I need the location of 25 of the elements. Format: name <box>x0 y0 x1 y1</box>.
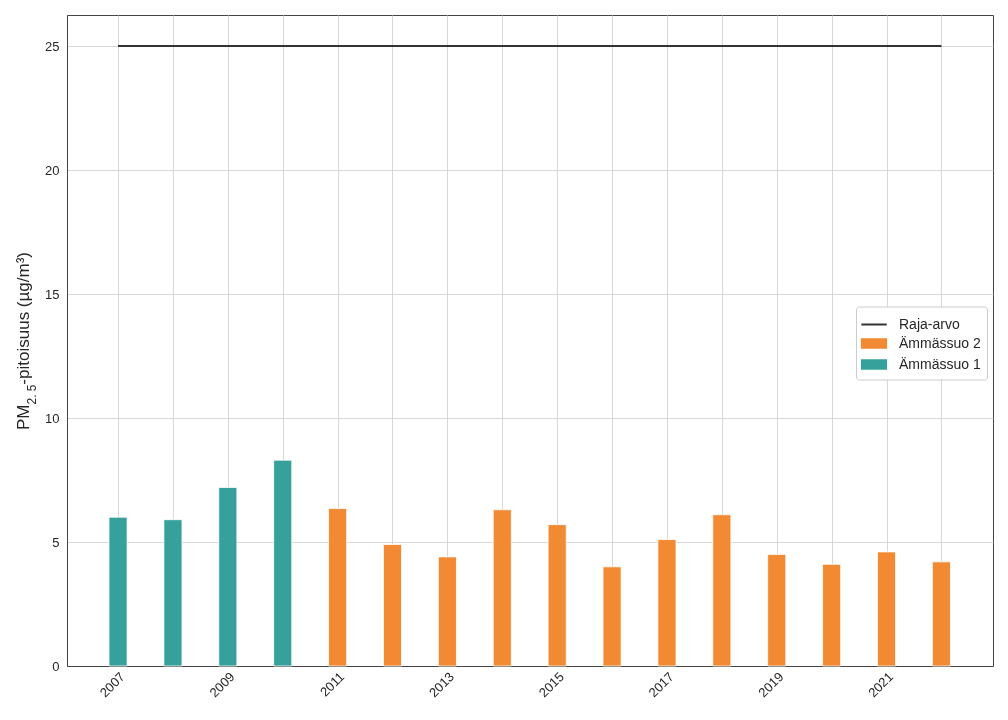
legend-label: Raja-arvo <box>899 315 960 332</box>
y-tick-label: 0 <box>52 658 60 674</box>
legend-label: Ämmässuo 1 <box>899 355 981 372</box>
y-tick-label: 5 <box>52 534 60 550</box>
bar <box>108 516 128 667</box>
bar <box>657 539 677 667</box>
y-tick-label: 10 <box>45 410 60 426</box>
bar <box>877 551 896 667</box>
y-tick-label: 25 <box>45 38 60 54</box>
bar <box>822 563 842 667</box>
bar <box>712 514 732 667</box>
bar <box>547 524 567 667</box>
bar <box>383 544 402 667</box>
y-tick-label: 20 <box>45 162 60 178</box>
bar <box>163 519 183 667</box>
bar <box>602 566 622 667</box>
bar <box>273 459 293 667</box>
bar <box>767 554 787 667</box>
bar <box>931 561 951 667</box>
bar <box>492 509 512 667</box>
bar <box>437 556 457 667</box>
y-tick-label: 15 <box>45 286 60 302</box>
legend-label: Ämmässuo 2 <box>899 334 981 351</box>
bar <box>218 487 238 667</box>
bar <box>328 508 348 667</box>
